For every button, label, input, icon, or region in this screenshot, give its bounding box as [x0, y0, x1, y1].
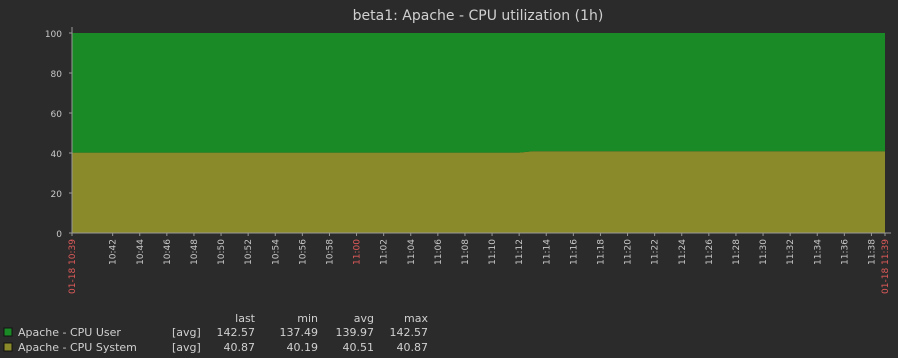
area	[72, 33, 885, 153]
x-tick-label: 11:02	[380, 239, 390, 265]
legend-value: 142.57	[390, 326, 429, 339]
x-tick-label: 11:16	[569, 239, 579, 265]
legend-value: 40.87	[397, 341, 429, 354]
legend-header: last	[235, 312, 256, 325]
x-tick-label: 11:06	[434, 239, 444, 265]
legend-header: min	[297, 312, 318, 325]
x-tick-label: 10:58	[325, 239, 335, 265]
legend-func: [avg]	[172, 341, 201, 354]
x-tick-label: 01-18 10:39	[68, 239, 78, 294]
x-tick-label: 11:22	[651, 239, 661, 265]
y-tick-label: 0	[56, 230, 62, 240]
x-tick-label: 11:08	[461, 239, 471, 265]
x-tick-label: 10:52	[244, 239, 254, 265]
x-tick-label: 10:54	[271, 239, 281, 265]
y-tick-label: 40	[51, 150, 63, 160]
x-tick-label: 11:04	[407, 239, 417, 265]
y-tick-label: 80	[51, 70, 63, 80]
x-tick-label: 11:18	[596, 239, 606, 265]
area	[72, 151, 885, 233]
legend-func: [avg]	[172, 326, 201, 339]
legend-value: 139.97	[336, 326, 375, 339]
x-tick-label: 11:24	[678, 239, 688, 265]
x-tick-label: 11:38	[867, 239, 877, 265]
x-tick-label: 11:00	[353, 239, 363, 265]
x-tick-label: 11:14	[542, 239, 552, 265]
x-tick-label: 11:12	[515, 239, 525, 265]
x-tick-label: 10:42	[109, 239, 119, 265]
x-tick-label: 10:50	[217, 239, 227, 265]
legend-value: 40.51	[343, 341, 375, 354]
y-tick-label: 60	[51, 110, 63, 120]
x-tick-label: 11:20	[624, 239, 634, 265]
x-tick-label: 01-18 11:39	[881, 239, 891, 294]
legend-label: Apache - CPU System	[18, 341, 137, 354]
y-tick-label: 100	[45, 30, 62, 40]
legend-swatch	[3, 342, 13, 352]
legend-value: 137.49	[280, 326, 319, 339]
x-tick-label: 10:44	[136, 239, 146, 265]
y-tick-label: 20	[51, 190, 63, 200]
x-tick-label: 11:32	[786, 239, 796, 265]
x-tick-label: 10:56	[298, 239, 308, 265]
legend-value: 40.19	[287, 341, 319, 354]
legend-value: 40.87	[224, 341, 256, 354]
x-tick-label: 11:28	[732, 239, 742, 265]
x-tick-label: 10:46	[163, 239, 173, 265]
plot-area	[72, 33, 885, 233]
x-tick-label: 11:36	[840, 239, 850, 265]
x-tick-label: 11:34	[813, 239, 823, 265]
x-tick-label: 11:10	[488, 239, 498, 265]
x-tick-label: 11:30	[759, 239, 769, 265]
x-tick-label: 10:48	[190, 239, 200, 265]
chart-title: beta1: Apache - CPU utilization (1h)	[353, 8, 604, 24]
legend-header: avg	[354, 312, 374, 325]
legend-value: 142.57	[217, 326, 256, 339]
x-tick-label: 11:26	[705, 239, 715, 265]
legend-header: max	[404, 312, 428, 325]
legend-swatch	[3, 327, 13, 337]
legend-label: Apache - CPU User	[18, 326, 121, 339]
